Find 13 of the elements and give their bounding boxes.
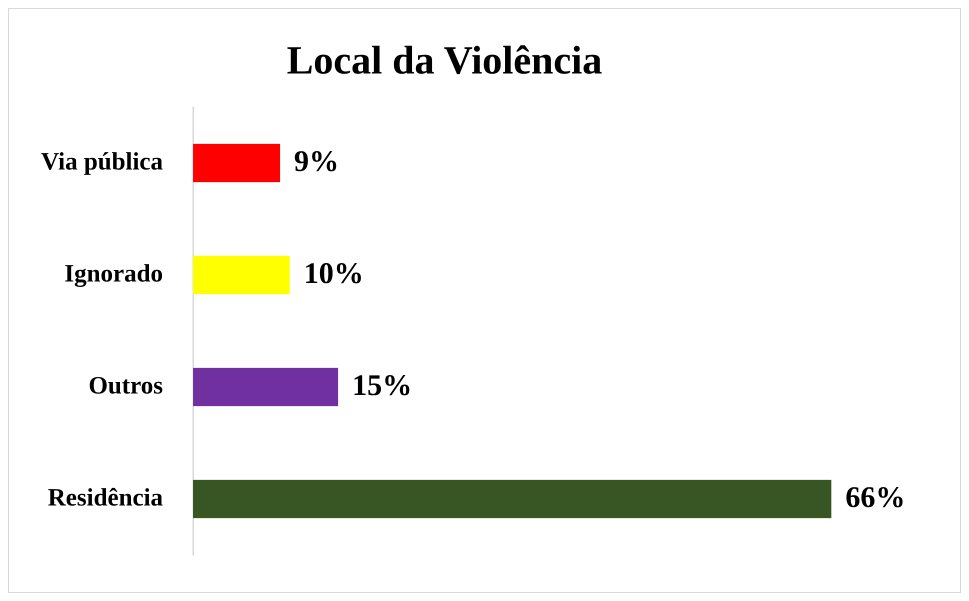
- data-label: 9%: [294, 144, 340, 178]
- bar: [193, 368, 338, 406]
- y-tick-label: Outros: [88, 372, 164, 400]
- y-tick-label: Via pública: [40, 148, 164, 176]
- bar: [193, 256, 290, 294]
- data-label: 15%: [352, 368, 412, 402]
- bar: [193, 144, 280, 182]
- y-tick-label: Residência: [48, 484, 164, 512]
- bar: [193, 480, 832, 518]
- chart-title: Local da Violência: [286, 37, 602, 82]
- y-tick-label: Ignorado: [64, 260, 164, 288]
- data-label: 66%: [845, 480, 906, 514]
- data-label: 10%: [304, 256, 364, 290]
